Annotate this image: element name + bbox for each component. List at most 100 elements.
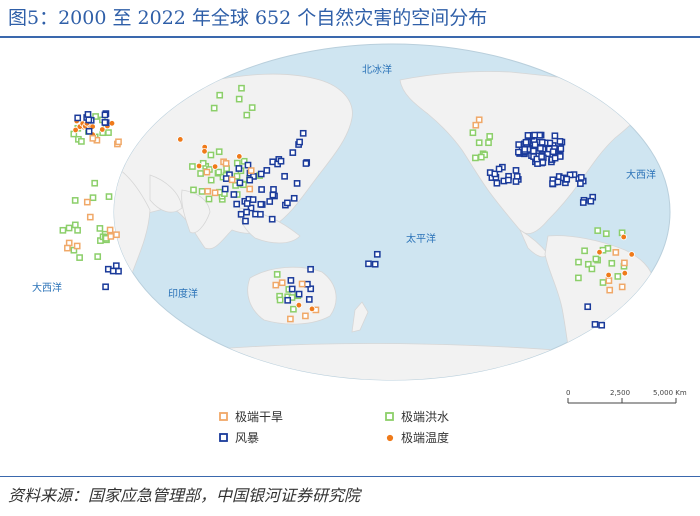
drought-marker [86, 213, 94, 221]
drought-marker [475, 116, 483, 124]
storm-marker [246, 176, 254, 184]
legend-flood-label: 极端洪水 [401, 410, 449, 424]
new-zealand-landmass [351, 301, 369, 333]
flood-marker [243, 111, 251, 119]
storm-marker [365, 260, 372, 268]
scale-bar: 0 2,500 5,000 Km [566, 389, 687, 404]
storm-marker [244, 161, 252, 169]
storm-marker [557, 145, 565, 153]
drought-marker [621, 259, 628, 267]
storm-marker [257, 210, 264, 218]
storm-marker [551, 132, 559, 140]
storm-marker [549, 180, 556, 187]
temperature-marker [201, 148, 208, 155]
drought-marker [89, 134, 97, 142]
event-markers [59, 84, 635, 329]
flood-marker [581, 247, 588, 255]
storm-marker [102, 283, 109, 291]
temperature-marker [177, 136, 184, 143]
temperature-marker [295, 302, 303, 309]
storm-marker [269, 191, 277, 199]
storm-marker [249, 196, 257, 203]
source-note: 资料来源：国家应急管理部，中国银河证券研究院 [8, 486, 361, 505]
flood-marker [276, 296, 284, 304]
figure-title: 图5：2000 至 2022 年全球 652 个自然灾害的空间分布 [8, 7, 488, 29]
flood-marker [198, 188, 206, 195]
flood-marker [210, 104, 218, 112]
drought-marker [612, 249, 620, 256]
flood-marker [599, 279, 607, 286]
storm-marker [281, 172, 288, 180]
temperature-marker [308, 305, 316, 313]
flood-marker [197, 170, 204, 177]
storm-marker [284, 296, 292, 304]
temperature-marker [628, 251, 635, 258]
greenland-landmass [559, 56, 631, 82]
storm-marker [243, 200, 251, 207]
storm-marker [112, 262, 120, 270]
flood-marker [485, 139, 492, 147]
flood-marker [189, 163, 196, 170]
flood-marker [215, 168, 222, 176]
storm-marker [263, 167, 271, 174]
storm-marker [371, 260, 379, 268]
storm-marker [551, 154, 559, 162]
flood-marker [91, 179, 99, 187]
source-divider [0, 476, 700, 477]
temperature-marker [605, 271, 612, 279]
temperature-marker [236, 153, 243, 160]
storm-marker [307, 265, 314, 273]
storm-marker [85, 116, 93, 124]
storm-marker [505, 176, 512, 184]
storm-marker [539, 159, 547, 166]
storm-marker [515, 148, 522, 156]
drought-marker [106, 226, 114, 234]
storm-marker [587, 197, 595, 205]
storm-marker [491, 170, 499, 178]
drought-marker [73, 242, 81, 250]
flood-marker [105, 193, 113, 200]
legend: 极端干旱 风暴 极端洪水 极端温度 [219, 410, 449, 445]
storm-marker [554, 178, 562, 186]
storm-marker [290, 194, 298, 202]
flood-marker [205, 195, 213, 203]
storm-marker [257, 170, 265, 178]
drought-marker [83, 198, 91, 206]
scale-label-5000: 5,000 Km [653, 389, 687, 397]
storm-marker [284, 199, 291, 207]
storm-marker [549, 148, 557, 156]
drought-marker [472, 121, 480, 129]
world-map: 北冰洋 太平洋 大西洋 大西洋 印度洋 极端干旱 风暴 极端洪水 极端温度 0 … [0, 40, 700, 470]
flood-marker [608, 259, 616, 267]
storm-marker [563, 175, 571, 183]
drought-marker [204, 187, 212, 195]
drought-marker [228, 176, 236, 184]
ocean-label-arctic: 北冰洋 [362, 63, 392, 76]
storm-marker [515, 141, 523, 148]
flood-marker [216, 91, 224, 99]
temperature-marker [620, 233, 627, 241]
storm-marker [537, 145, 544, 152]
storm-marker [295, 290, 303, 298]
storm-marker [268, 215, 276, 223]
scale-label-0: 0 [566, 389, 570, 397]
temperature-marker [195, 162, 203, 170]
drought-marker [113, 231, 120, 239]
storm-marker [277, 157, 285, 165]
storm-marker [524, 132, 532, 139]
drought-marker [246, 185, 254, 193]
flood-marker [223, 165, 230, 172]
drought-marker [247, 167, 255, 174]
storm-marker [85, 127, 93, 135]
storm-marker [299, 129, 307, 137]
antarctica-landmass [129, 343, 661, 380]
storm-marker [591, 321, 599, 328]
drought-marker [64, 244, 71, 252]
flood-marker [92, 113, 99, 120]
flood-marker [472, 154, 479, 162]
storm-marker [538, 153, 545, 160]
storm-marker [522, 138, 530, 146]
storm-marker [109, 267, 117, 275]
storm-marker [242, 217, 249, 225]
temperature-marker [211, 163, 219, 170]
